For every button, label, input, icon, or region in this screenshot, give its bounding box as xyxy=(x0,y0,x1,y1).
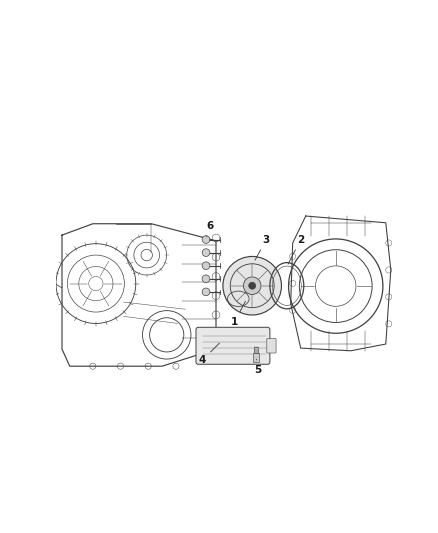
Bar xyxy=(253,353,259,362)
FancyBboxPatch shape xyxy=(196,327,270,364)
Text: 1: 1 xyxy=(231,301,245,327)
Circle shape xyxy=(202,275,210,282)
Circle shape xyxy=(202,288,210,296)
Text: 3: 3 xyxy=(255,235,270,260)
Text: 2: 2 xyxy=(288,235,304,264)
Circle shape xyxy=(223,256,282,315)
FancyBboxPatch shape xyxy=(267,338,276,353)
Text: 6: 6 xyxy=(206,221,213,237)
Text: 4: 4 xyxy=(198,343,219,366)
Bar xyxy=(254,346,258,353)
Circle shape xyxy=(202,262,210,270)
Circle shape xyxy=(202,249,210,256)
Text: 5: 5 xyxy=(254,359,261,375)
Circle shape xyxy=(244,277,261,295)
Circle shape xyxy=(202,236,210,244)
Circle shape xyxy=(249,282,256,289)
